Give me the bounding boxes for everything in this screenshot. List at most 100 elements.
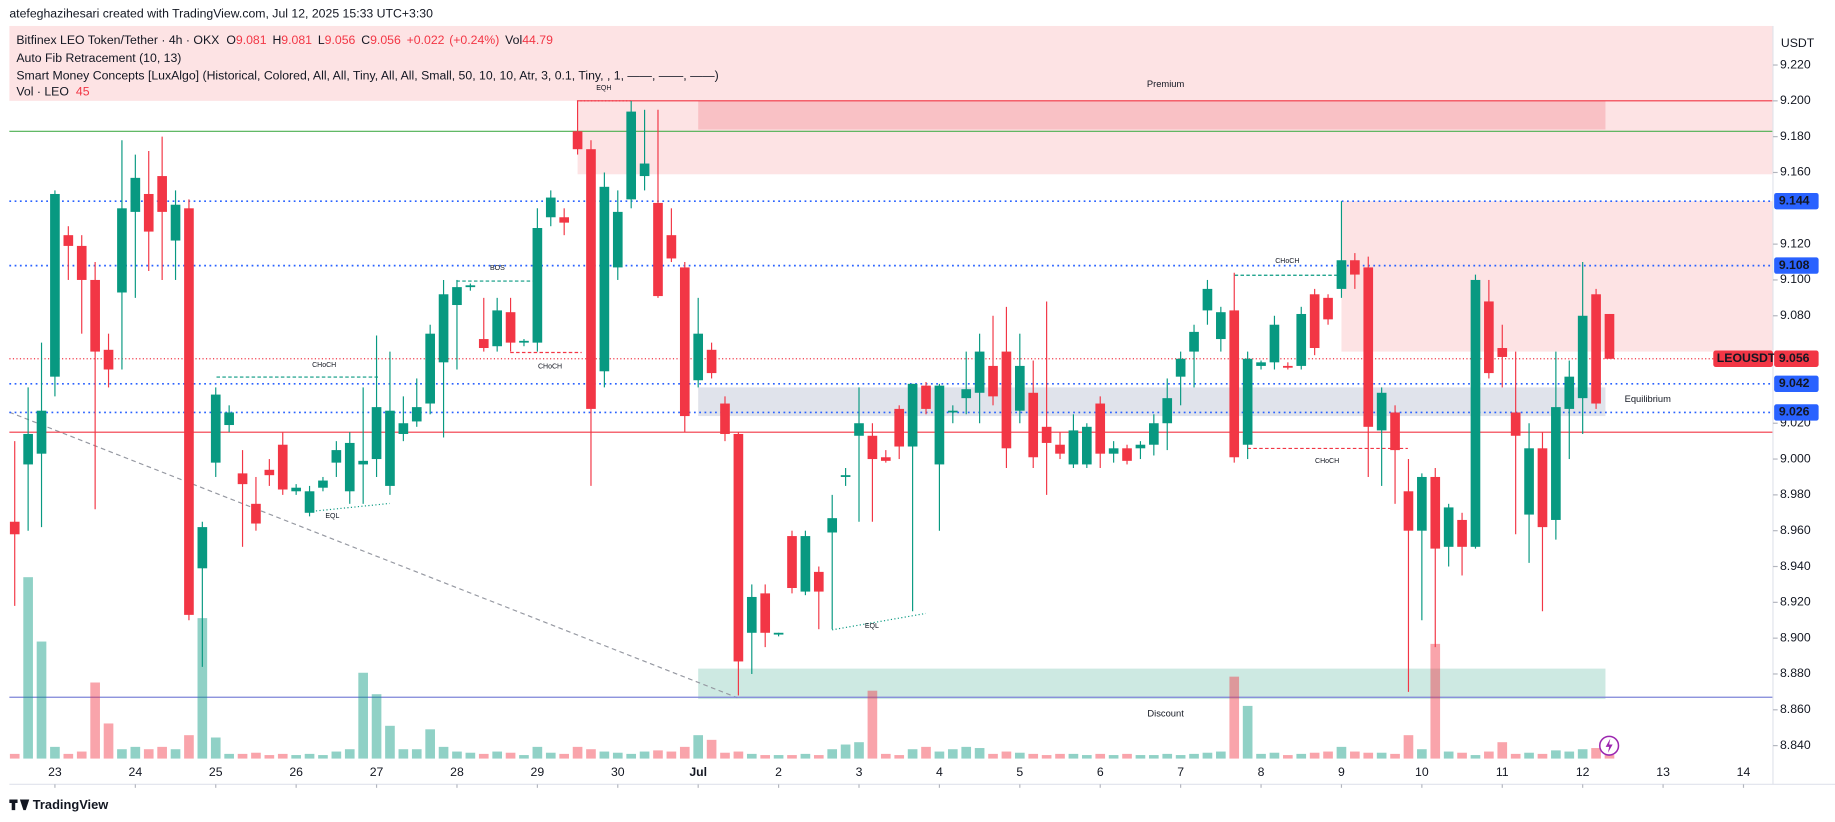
volume-bar — [1551, 750, 1561, 759]
candle-body — [398, 423, 409, 434]
candle-body — [1376, 392, 1387, 431]
ohlc-key: L — [318, 33, 325, 47]
candle-body — [800, 536, 811, 592]
volume-bar — [1309, 752, 1320, 759]
annotation: Premium — [1147, 79, 1185, 89]
volume-bar — [599, 751, 610, 759]
candle-body — [1108, 448, 1119, 454]
candle-body — [545, 197, 556, 218]
volume-bar — [545, 752, 556, 759]
candle-body — [1350, 260, 1360, 275]
candle-body — [519, 340, 529, 343]
candle-body — [1604, 313, 1615, 359]
volume-bar — [1028, 753, 1039, 759]
candle-body — [36, 410, 47, 454]
x-tick-label: 7 — [1177, 765, 1184, 779]
volume-bar — [1014, 752, 1025, 759]
volume-bar — [988, 753, 998, 759]
volume-bar — [760, 755, 771, 759]
x-tick-label: 28 — [450, 765, 464, 779]
y-tick-label: 9.120 — [1780, 236, 1811, 250]
y-tick-label: 8.960 — [1780, 523, 1811, 537]
volume-bar — [586, 749, 596, 759]
volume-bar — [1202, 752, 1213, 759]
price-label: 9.042 — [1779, 376, 1810, 390]
candle-body — [813, 571, 824, 592]
volume-bar — [1216, 751, 1226, 759]
volume-bar — [1417, 749, 1427, 759]
candle-body — [1443, 507, 1454, 547]
indicator: Smart Money Concepts [LuxAlgo] (Historic… — [16, 69, 718, 83]
annotation: CHoCH — [312, 362, 336, 369]
x-tick-label: 14 — [1737, 765, 1751, 779]
volume-bar — [36, 641, 47, 759]
x-tick-label: 27 — [370, 765, 384, 779]
plot: EQH Premium BOS CHoCH CHoCH CHoCH CHoCH EQL EQL E… — [9, 79, 1773, 759]
y-tick-label: 9.000 — [1780, 451, 1811, 465]
volume-bar — [840, 744, 851, 759]
volume-bar — [1189, 753, 1199, 759]
x-tick-label: Jul — [689, 765, 707, 779]
candle-body — [921, 385, 931, 409]
candle-body — [827, 518, 838, 533]
volume-label: Vol · LEO — [16, 85, 69, 99]
candle-body — [1564, 376, 1575, 409]
price-label: 9.056 — [1779, 351, 1810, 365]
candle-body — [1323, 297, 1333, 320]
candle-body — [1229, 310, 1240, 458]
candle-body — [1175, 358, 1186, 377]
candle-body — [612, 211, 623, 268]
candle-body — [679, 267, 690, 417]
candle-body — [1055, 444, 1065, 454]
volume-bar — [773, 755, 784, 759]
candle-body — [1028, 392, 1039, 458]
candle-body — [1216, 312, 1226, 340]
y-tick-label: 8.900 — [1780, 630, 1811, 644]
candle-body — [1269, 324, 1280, 363]
volume-bar — [693, 735, 704, 759]
volume-bar — [1135, 755, 1146, 759]
volume-bar — [1296, 753, 1307, 759]
vol-value: 44.79 — [522, 33, 553, 47]
candle-body — [666, 235, 677, 259]
volume-bar — [532, 746, 543, 759]
candle-body — [224, 412, 234, 426]
alert-icon[interactable] — [1599, 735, 1620, 756]
volume-bar — [1497, 742, 1508, 759]
legend-line: Bitfinex LEO Token/Tether · 4h · OKX O9.0… — [16, 33, 553, 47]
candle-body — [1390, 412, 1400, 451]
candle-body — [425, 333, 435, 404]
candle-body — [63, 235, 74, 246]
candle-body — [1041, 426, 1052, 443]
candle-body — [197, 527, 208, 569]
volume-bar — [358, 672, 368, 759]
volume-bar — [197, 618, 208, 759]
volume-bar — [1122, 753, 1132, 759]
ohlc-value: 9.081 — [236, 33, 267, 47]
credit: atefeghazihesari created with TradingVie… — [9, 7, 433, 21]
candle-body — [639, 163, 650, 177]
candle-body — [478, 339, 489, 349]
candle-body — [1510, 412, 1521, 436]
volume-bar — [304, 753, 315, 759]
y-tick-label: 8.920 — [1780, 595, 1811, 609]
volume-bar — [947, 749, 958, 759]
candle-body — [1484, 301, 1494, 374]
volume-bar — [103, 723, 114, 759]
fib-trend-line — [9, 411, 738, 699]
volume-bar — [1175, 755, 1186, 759]
candle-body — [318, 480, 328, 488]
candle-body — [1309, 294, 1320, 349]
price-box — [1774, 257, 1819, 274]
ohlc-key: C — [361, 33, 370, 47]
candle-body — [50, 193, 60, 377]
x-tick-label: 25 — [209, 765, 223, 779]
volume-bar — [1082, 755, 1092, 759]
candle-body — [720, 403, 730, 434]
price-label: 9.144 — [1779, 193, 1810, 207]
candle-body — [237, 473, 248, 485]
candle-body — [653, 202, 663, 297]
candle-body — [251, 503, 261, 524]
candle-body — [184, 208, 194, 615]
